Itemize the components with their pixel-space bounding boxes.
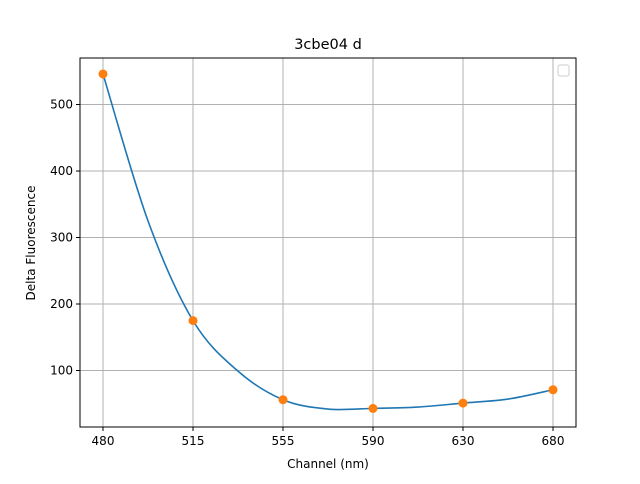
y-axis-label: Delta Fluorescence [24, 186, 38, 301]
y-tick-label: 500 [50, 98, 73, 112]
data-point [188, 316, 198, 326]
data-point [98, 69, 108, 79]
fit-line-path [102, 73, 554, 411]
data-point [458, 398, 468, 408]
x-tick-label: 555 [272, 434, 295, 448]
y-tick-label: 200 [50, 297, 73, 311]
x-tick-label: 630 [452, 434, 475, 448]
data-point [278, 395, 288, 405]
x-tick-label: 480 [92, 434, 115, 448]
fit-line-series [102, 73, 554, 411]
data-markers [98, 69, 558, 413]
x-tick-label: 590 [362, 434, 385, 448]
y-tick-label: 100 [50, 363, 73, 377]
data-point [548, 385, 558, 395]
x-tick-label: 515 [182, 434, 205, 448]
legend-box [557, 64, 570, 77]
x-axis-label: Channel (nm) [287, 457, 369, 471]
x-axis-ticks: 480 515 555 590 630 680 [92, 427, 565, 448]
plot-frame [79, 57, 577, 428]
y-tick-label: 300 [50, 231, 73, 245]
y-axis-ticks: 100 200 300 400 500 [50, 98, 80, 377]
chart-title: 3cbe04 d [294, 37, 362, 53]
grid [80, 58, 576, 427]
x-tick-label: 680 [542, 434, 565, 448]
y-tick-label: 400 [50, 164, 73, 178]
data-point [368, 403, 378, 413]
